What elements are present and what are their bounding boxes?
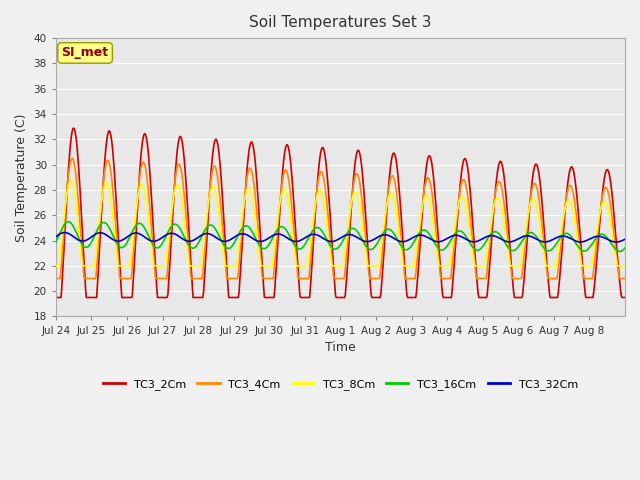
Y-axis label: Soil Temperature (C): Soil Temperature (C) xyxy=(15,113,28,241)
Title: Soil Temperatures Set 3: Soil Temperatures Set 3 xyxy=(249,15,431,30)
Text: SI_met: SI_met xyxy=(61,47,109,60)
Legend: TC3_2Cm, TC3_4Cm, TC3_8Cm, TC3_16Cm, TC3_32Cm: TC3_2Cm, TC3_4Cm, TC3_8Cm, TC3_16Cm, TC3… xyxy=(99,374,582,395)
X-axis label: Time: Time xyxy=(325,341,356,354)
